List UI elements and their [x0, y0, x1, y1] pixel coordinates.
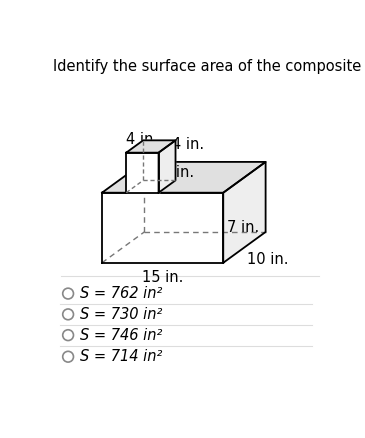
Polygon shape	[158, 140, 176, 193]
Text: S = 730 in²: S = 730 in²	[80, 307, 163, 322]
Text: S = 762 in²: S = 762 in²	[80, 286, 163, 301]
Text: 4 in.: 4 in.	[162, 165, 195, 180]
Circle shape	[63, 288, 73, 299]
Text: 4 in.: 4 in.	[172, 138, 204, 152]
Polygon shape	[126, 140, 176, 153]
Circle shape	[63, 330, 73, 340]
Text: 7 in.: 7 in.	[227, 220, 260, 235]
Text: 10 in.: 10 in.	[247, 252, 288, 267]
Polygon shape	[102, 193, 223, 263]
Text: S = 746 in²: S = 746 in²	[80, 328, 163, 343]
Text: Identify the surface area of the composite figure.: Identify the surface area of the composi…	[53, 59, 365, 74]
Circle shape	[63, 351, 73, 362]
Polygon shape	[102, 162, 266, 193]
Polygon shape	[223, 162, 266, 263]
Polygon shape	[126, 153, 158, 193]
Text: S = 714 in²: S = 714 in²	[80, 349, 163, 364]
Text: 15 in.: 15 in.	[142, 271, 183, 286]
Text: 4 in.: 4 in.	[126, 131, 158, 146]
Circle shape	[63, 309, 73, 320]
